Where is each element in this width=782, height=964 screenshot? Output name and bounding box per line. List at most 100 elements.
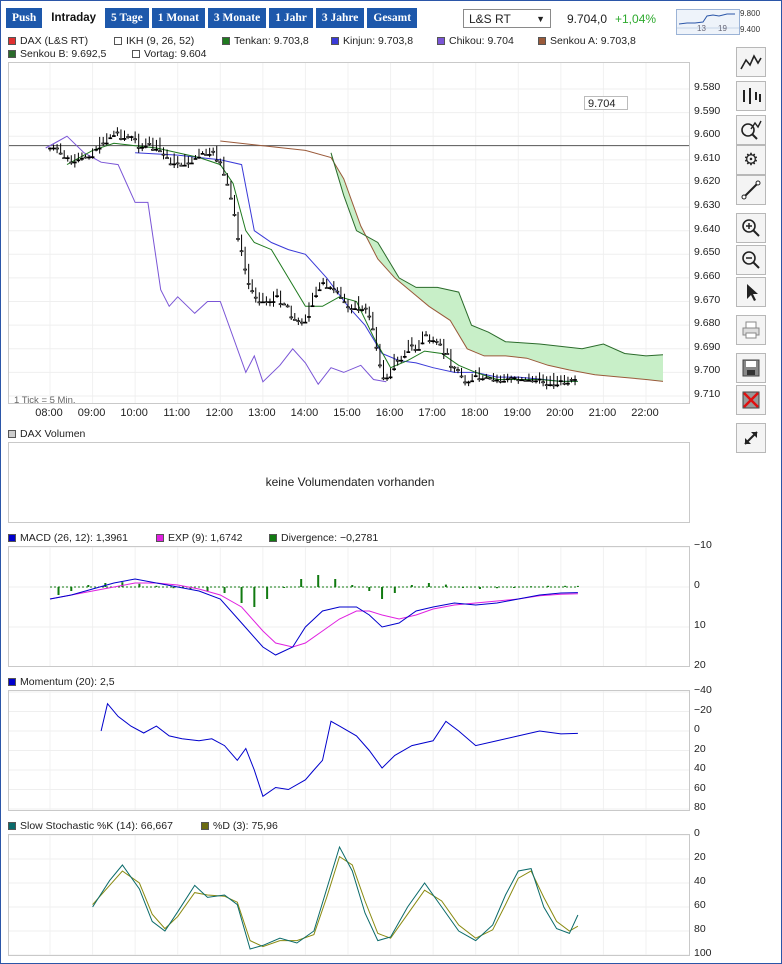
divergence-bar bbox=[393, 587, 396, 593]
divergence-bar bbox=[496, 587, 498, 589]
divergence-bar bbox=[155, 585, 158, 587]
tab-intraday[interactable]: Intraday bbox=[45, 8, 103, 28]
candle-body bbox=[555, 384, 560, 387]
line-chart-button[interactable] bbox=[736, 47, 766, 77]
candle-body bbox=[204, 154, 208, 156]
main-y-tick-label: 9.590 bbox=[694, 104, 721, 117]
legend-swatch-vortag bbox=[132, 50, 140, 58]
legend-swatch-stoch-d bbox=[201, 822, 209, 830]
legend-exp-label: EXP (9): 1,6742 bbox=[168, 532, 243, 544]
tab-1-jahr[interactable]: 1 Jahr bbox=[269, 8, 313, 28]
ohlc-chart-button[interactable] bbox=[736, 81, 766, 111]
candle-body bbox=[392, 368, 396, 371]
settings-button[interactable]: ⚙ bbox=[736, 145, 766, 175]
tenkan-line bbox=[66, 142, 578, 382]
tab-3-monate[interactable]: 3 Monate bbox=[207, 8, 267, 28]
candle-body bbox=[559, 380, 563, 382]
candle-body bbox=[413, 349, 418, 351]
main-x-tick-label: 08:00 bbox=[35, 407, 63, 419]
zoom-in-button[interactable] bbox=[736, 213, 766, 243]
main-price-panel[interactable] bbox=[8, 62, 690, 404]
save-icon bbox=[742, 359, 760, 377]
draw-line-button[interactable] bbox=[736, 175, 766, 205]
divergence-bar bbox=[70, 587, 73, 591]
macd-y-tick-label: −10 bbox=[694, 539, 712, 551]
candle-body bbox=[90, 156, 95, 159]
legend-momentum-label: Momentum (20): 2,5 bbox=[20, 676, 115, 688]
tab-1-monat[interactable]: 1 Monat bbox=[151, 8, 205, 28]
tab-3-jahre[interactable]: 3 Jahre bbox=[315, 8, 365, 28]
main-x-tick-label: 20:00 bbox=[546, 407, 574, 419]
candle-body bbox=[55, 147, 59, 150]
mini-chart-y-high: 9.800 bbox=[740, 9, 761, 18]
legend-swatch-macd bbox=[8, 534, 16, 542]
exchange-select-value: L&S RT bbox=[469, 12, 511, 26]
main-x-tick-label: 18:00 bbox=[460, 407, 489, 419]
candle-body bbox=[168, 163, 173, 166]
tab-gesamt[interactable]: Gesamt bbox=[367, 8, 418, 28]
momentum-panel[interactable] bbox=[8, 690, 690, 811]
legend-swatch-dax bbox=[8, 37, 16, 45]
expand-button[interactable] bbox=[736, 423, 766, 453]
tab-5-tage[interactable]: 5 Tage bbox=[105, 8, 149, 28]
divergence-bar bbox=[283, 587, 286, 588]
stochastic-y-tick-label: 80 bbox=[694, 923, 706, 935]
tick-note: 1 Tick = 5 Min. bbox=[14, 395, 76, 406]
divergence-bar bbox=[427, 583, 430, 587]
candle-body bbox=[193, 158, 198, 160]
stochastic-y-tick-label: 60 bbox=[694, 899, 706, 911]
main-y-tick-label: 9.580 bbox=[694, 81, 721, 93]
candle-body bbox=[537, 378, 542, 381]
main-y-tick-label: 9.640 bbox=[694, 222, 721, 235]
candle-body bbox=[424, 334, 428, 337]
legend-kinjun-label: Kinjun: 9.703,8 bbox=[343, 35, 414, 47]
mini-overview-chart[interactable] bbox=[676, 9, 740, 35]
zoom-out-button[interactable] bbox=[736, 245, 766, 275]
candle-body bbox=[399, 359, 404, 362]
legend-tenkan: Tenkan: 9.703,8 bbox=[222, 35, 309, 47]
exchange-select[interactable]: L&S RT ▼ bbox=[463, 9, 551, 28]
candle-body bbox=[374, 346, 379, 349]
divergence-bar bbox=[138, 583, 141, 587]
main-x-tick-label: 10:00 bbox=[120, 407, 148, 419]
candle-body bbox=[296, 320, 301, 323]
candle-body bbox=[551, 384, 556, 387]
mini-chart-svg bbox=[677, 10, 739, 34]
legend-dax-label: DAX (L&S RT) bbox=[20, 35, 89, 47]
legend-stoch-k-label: Slow Stochastic %K (14): 66,667 bbox=[20, 820, 173, 832]
candle-body bbox=[452, 366, 457, 369]
stoch-k-line bbox=[92, 845, 579, 950]
expand-icon bbox=[744, 431, 758, 445]
last-price-tag: 9.704 bbox=[584, 96, 628, 110]
mini-chart-x-13: 13 bbox=[697, 24, 706, 33]
tab-push[interactable]: Push bbox=[6, 8, 43, 28]
print-button[interactable] bbox=[736, 315, 766, 345]
delete-icon bbox=[742, 391, 760, 409]
candle-body bbox=[115, 131, 120, 134]
candle-body bbox=[200, 153, 205, 155]
legend-volume-label: DAX Volumen bbox=[20, 428, 86, 440]
candle-body bbox=[232, 214, 237, 216]
candle-body bbox=[275, 295, 279, 298]
candle-body bbox=[449, 365, 453, 368]
price-change: +1,04% bbox=[615, 12, 657, 26]
macd-y-tick-label: 10 bbox=[694, 619, 706, 631]
candle-body bbox=[104, 142, 109, 145]
legend-swatch-senkou-a bbox=[538, 37, 546, 45]
candle-body bbox=[207, 154, 212, 156]
delete-button[interactable] bbox=[736, 385, 766, 415]
chevron-down-icon: ▼ bbox=[536, 14, 545, 24]
divergence-bar bbox=[189, 587, 192, 589]
pointer-button[interactable] bbox=[736, 277, 766, 307]
save-button[interactable] bbox=[736, 353, 766, 383]
divergence-bar bbox=[121, 582, 124, 587]
macd-y-tick-label: 0 bbox=[694, 579, 700, 591]
legend-swatch-volume bbox=[8, 430, 16, 438]
stochastic-panel[interactable] bbox=[8, 834, 690, 956]
indicator-button[interactable] bbox=[736, 115, 766, 145]
candle-body bbox=[473, 375, 478, 378]
legend-chikou: Chikou: 9.704 bbox=[437, 35, 514, 47]
candle-body bbox=[246, 283, 251, 285]
macd-panel[interactable] bbox=[8, 546, 690, 667]
candle-body bbox=[463, 381, 467, 384]
